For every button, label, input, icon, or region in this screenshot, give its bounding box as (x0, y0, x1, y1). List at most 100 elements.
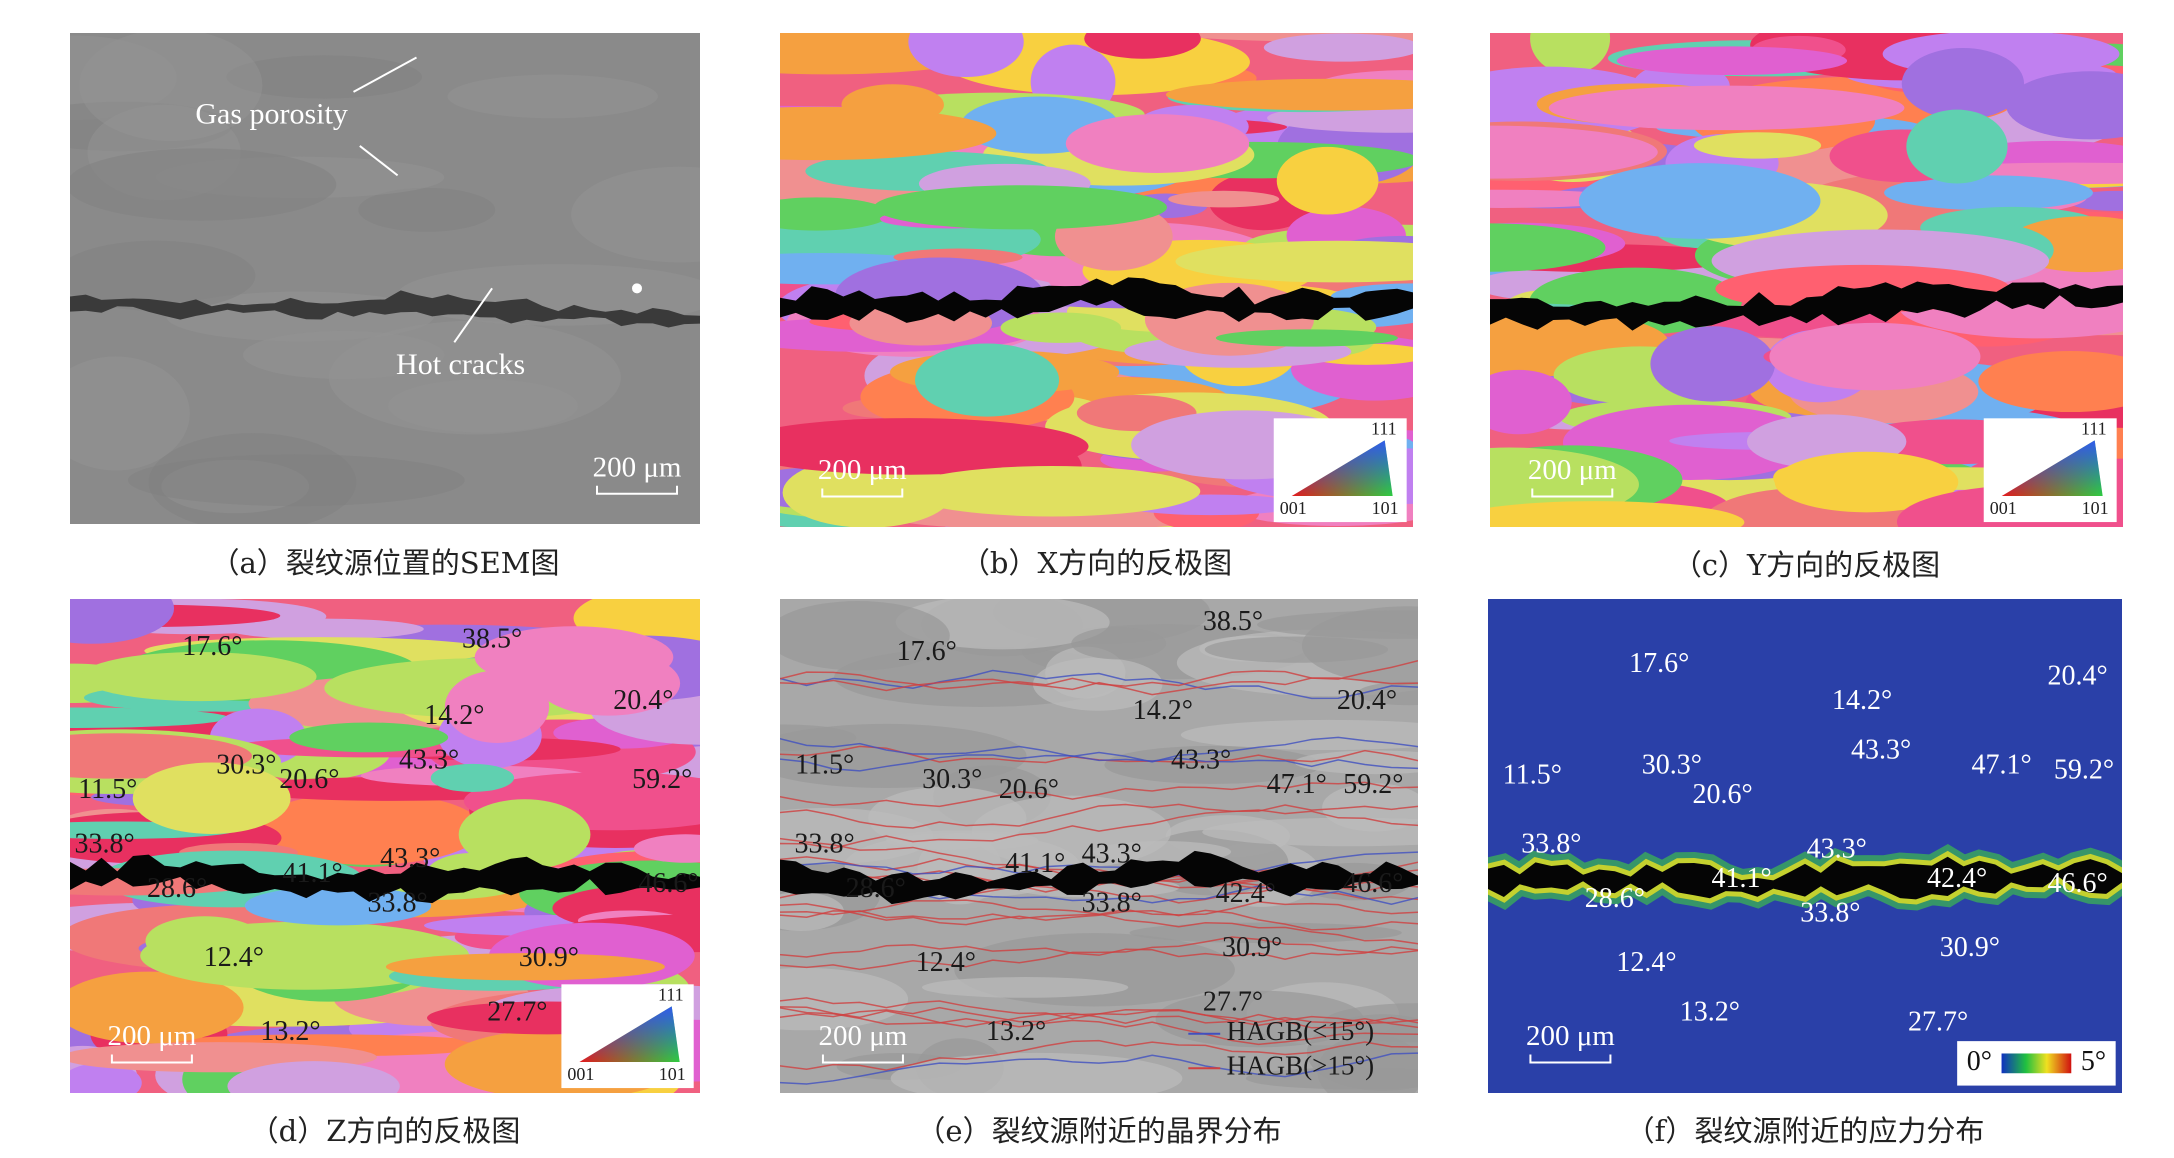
scale-bar (1529, 1054, 1612, 1064)
angle-label: 20.4° (2048, 660, 2108, 691)
grain (458, 799, 591, 870)
angle-label: 28.6° (1585, 883, 1645, 914)
angle-label: 46.6° (638, 868, 698, 899)
panel: （f）裂纹源附近的应力分布 200 μm 17.6° 20.4° 14.2° 43.3° 3… (1488, 599, 2122, 1148)
caption: （f）裂纹源附近的应力分布 (1626, 1114, 1985, 1148)
panel: （b）X方向的反极图 200 μm 111 001 101 (780, 33, 1413, 580)
angle-label: 17.6° (897, 636, 957, 667)
angle-label: 42.4° (1216, 878, 1276, 909)
grain (1490, 125, 1658, 179)
panel: （c）Y方向的反极图 200 μm 111 001 101 (1490, 33, 2123, 582)
grain (633, 834, 700, 863)
grain (1129, 922, 1402, 944)
grain-boundary (780, 754, 1418, 772)
grain (70, 599, 175, 644)
grain (780, 807, 934, 865)
caption: （a）裂纹源位置的SEM图 (210, 546, 559, 580)
angle-label: 43.3° (1851, 735, 1911, 766)
caption: （e）裂纹源附近的晶界分布 (916, 1114, 1281, 1148)
ipf-label: 001 (1280, 498, 1307, 518)
angle-label: 33.8° (1082, 888, 1142, 919)
grain-boundary (780, 1006, 1418, 1046)
grain-boundary (780, 997, 1418, 1029)
angle-label: 59.2° (1343, 769, 1403, 800)
scale-bar-label: 200 μm (1528, 454, 1617, 486)
grain (1548, 85, 1905, 131)
ipf-label: 111 (1371, 418, 1397, 438)
crack (1488, 856, 2122, 900)
grain-boundary (780, 781, 1418, 808)
angle-label: 28.6° (147, 873, 207, 904)
grain (903, 466, 1201, 517)
grain (780, 892, 844, 931)
angle-label: 27.7° (487, 996, 547, 1027)
angle-label: 59.2° (632, 764, 692, 795)
scale-bar (596, 485, 678, 495)
bright-spot (632, 283, 642, 294)
angle-label: 13.2° (1680, 996, 1740, 1027)
grain (70, 1062, 142, 1093)
shade (226, 55, 422, 99)
grain (1901, 47, 2025, 120)
scale-bar-label: 200 μm (593, 451, 682, 483)
angle-label: 11.5° (78, 774, 137, 805)
pointer (453, 287, 493, 343)
caption: （b）X方向的反极图 (961, 546, 1232, 580)
grain (1276, 146, 1379, 215)
legend-label: HAGB(>15°) (1227, 1051, 1375, 1081)
grain (385, 953, 665, 981)
background (1488, 599, 2122, 1093)
grain (81, 652, 317, 702)
ipf-label: 101 (659, 1064, 686, 1084)
grain (915, 343, 1060, 417)
crack (780, 277, 1413, 323)
grain (1000, 312, 1122, 343)
grain (1490, 369, 1572, 435)
caption: （d）Z方向的反极图 (250, 1114, 521, 1148)
angle-label: 12.4° (1616, 947, 1676, 978)
grain (1650, 326, 1776, 402)
grain-boundary (780, 1039, 1418, 1071)
angle-label: 42.4° (1927, 863, 1987, 894)
grain (1978, 351, 2123, 413)
panel: （d）Z方向的反极图 200 μm 111 001 101 17.6° 38.5° 20.4°… (70, 599, 700, 1148)
shade (70, 148, 337, 221)
grain (444, 670, 550, 744)
shade (447, 74, 658, 119)
colorbar (2001, 1053, 2072, 1074)
micrograph (780, 33, 1413, 527)
angle-label: 38.5° (1203, 606, 1263, 637)
annotation: Gas porosity (195, 97, 348, 130)
scale-bar (1531, 488, 1614, 498)
angle-label: 12.4° (204, 942, 264, 973)
angle-label: 43.3° (399, 744, 459, 775)
grain (873, 185, 1167, 230)
angle-label: 30.3° (1642, 749, 1702, 780)
grain (780, 106, 997, 161)
grain-boundary (780, 944, 1418, 960)
crack (1490, 281, 2123, 331)
grain (1045, 646, 1126, 699)
grain (1906, 109, 2008, 184)
angle-label: 33.8° (1800, 898, 1860, 929)
angle-label: 43.3° (1171, 744, 1231, 775)
angle-label: 20.6° (999, 774, 1059, 805)
angle-label: 33.8° (75, 828, 135, 859)
angle-label: 28.6° (846, 873, 906, 904)
grain (1616, 46, 1848, 76)
angle-label: 46.6° (1343, 868, 1403, 899)
grain (922, 977, 1129, 998)
angle-label: 27.7° (1908, 1006, 1968, 1037)
scale-bar-label: 200 μm (818, 454, 907, 486)
grain (1168, 190, 1280, 208)
angle-label: 17.6° (1629, 648, 1689, 679)
grain (971, 795, 1172, 868)
angle-label: 12.4° (916, 947, 976, 978)
angle-label: 20.4° (613, 685, 673, 716)
grain (253, 792, 483, 865)
grain-boundary (780, 899, 1418, 945)
grain (289, 722, 449, 753)
shade (358, 187, 496, 232)
grain (1215, 329, 1398, 347)
grain (1263, 33, 1413, 62)
